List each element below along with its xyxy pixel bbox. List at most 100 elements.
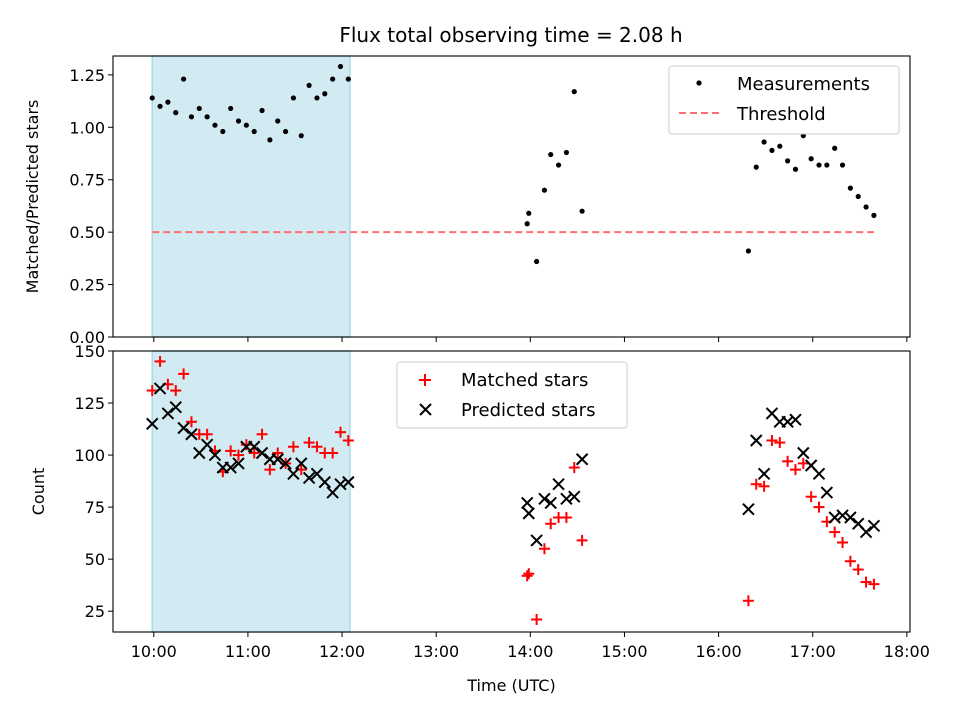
predicted-star-point <box>342 475 355 489</box>
count-panel-x-tick-label: 17:00 <box>790 642 836 661</box>
legend-threshold-label: Threshold <box>736 104 826 125</box>
measurement-point <box>769 147 775 153</box>
matched-star-point <box>742 595 754 607</box>
matched-star-point <box>264 464 276 476</box>
predicted-star-stroke <box>844 511 857 524</box>
predicted-star-point <box>255 446 269 460</box>
predicted-star-point <box>530 534 543 547</box>
predicted-star-point <box>836 509 849 522</box>
predicted-star-stroke <box>575 453 589 466</box>
measurement-point <box>824 162 830 168</box>
legend-matched-marker <box>419 374 431 386</box>
matched-star-point <box>521 570 533 582</box>
matched-star-point <box>248 447 260 459</box>
predicted-star-point <box>820 486 834 499</box>
measurement-point <box>165 99 171 105</box>
ratio-panel-legend: Measurements Threshold <box>668 65 900 135</box>
matched-star-point <box>782 455 794 467</box>
predicted-star-point <box>318 475 332 489</box>
predicted-star-point <box>302 471 316 485</box>
count-panel-legend: Matched stars Predicted stars <box>396 361 628 429</box>
ratio-panel: 0.00 0.25 0.50 0.75 1.00 1.25 Matched/Predict… <box>23 55 911 347</box>
measurement-point <box>228 105 234 112</box>
matched-star-point <box>303 437 315 449</box>
predicted-star-stroke <box>279 457 292 470</box>
measurement-point <box>534 258 540 265</box>
measurement-point <box>816 162 822 168</box>
predicted-star-point <box>271 453 284 466</box>
predicted-star-point <box>185 428 198 441</box>
predicted-star-stroke <box>742 502 755 516</box>
predicted-star-stroke <box>342 475 355 489</box>
predicted-star-stroke <box>828 511 841 524</box>
predicted-star-point <box>789 413 802 426</box>
predicted-star-point <box>169 400 182 414</box>
count-panel-points <box>146 355 881 626</box>
matched-star-point <box>233 449 245 461</box>
count-panel-x-tick-label: 10:00 <box>131 642 177 661</box>
predicted-star-point <box>797 446 810 460</box>
measurement-point <box>524 221 530 227</box>
legend-measurement-marker <box>696 80 702 86</box>
measurement-point <box>275 118 281 124</box>
matched-star-point <box>758 480 770 492</box>
count-panel-y-axis-label: Count <box>29 468 48 516</box>
measurement-point <box>563 149 570 156</box>
matched-star-point <box>523 568 535 580</box>
predicted-star-stroke <box>255 446 269 460</box>
count-panel: 25 50 75 100 125 150 10:00 11:00 12:00 13:00 14:00… <box>29 342 930 695</box>
count-panel-x-tick-label: 11:00 <box>225 642 271 661</box>
measurement-point <box>847 185 853 191</box>
predicted-star-stroke <box>552 478 565 491</box>
matched-star-point <box>287 441 299 453</box>
count-panel-frame <box>112 350 911 633</box>
predicted-star-stroke <box>169 400 182 414</box>
count-panel-y-tick-label: 50 <box>85 550 105 569</box>
matched-star-point <box>868 578 880 590</box>
matched-star-point <box>185 416 197 428</box>
ratio-panel-highlight-layer <box>151 55 351 338</box>
x-axis-label: Time (UTC) <box>466 676 555 695</box>
predicted-star-stroke <box>765 407 779 420</box>
matched-star-point <box>852 564 864 576</box>
predicted-star-stroke <box>804 459 818 472</box>
predicted-star-point <box>568 490 581 503</box>
matched-star-point <box>844 555 856 567</box>
matched-star-point <box>201 428 213 440</box>
predicted-star-point <box>334 478 347 491</box>
predicted-star-stroke <box>544 496 557 510</box>
matched-star-point <box>545 518 557 530</box>
predicted-star-stroke <box>820 486 834 499</box>
matched-star-point <box>750 478 762 490</box>
measurement-point <box>314 95 320 101</box>
predicted-star-point <box>859 525 873 539</box>
count-panel-x-tick-label: 15:00 <box>601 642 647 661</box>
matched-star-point <box>225 445 237 457</box>
matched-star-point <box>272 447 284 459</box>
measurement-point <box>157 103 163 109</box>
measurement-point <box>555 162 562 168</box>
predicted-star-stroke <box>334 478 347 491</box>
ratio-panel-y-tick-label: 1.25 <box>69 66 105 85</box>
measurement-point <box>267 137 273 143</box>
count-panel-x-tick-label: 13:00 <box>413 642 459 661</box>
count-panel-ticks: 25 50 75 100 125 150 10:00 11:00 12:00 13:00 14:00… <box>74 342 929 661</box>
predicted-star-stroke <box>247 440 261 453</box>
ratio-panel-frame <box>112 55 911 338</box>
legend-predicted-marker <box>419 403 432 416</box>
matched-star-point <box>256 428 268 440</box>
measurement-point <box>571 89 577 95</box>
matched-star-point <box>797 457 809 469</box>
predicted-star-point <box>522 507 535 520</box>
measurement-point <box>298 133 304 139</box>
predicted-star-point <box>295 457 308 470</box>
predicted-star-point <box>200 438 214 451</box>
measurement-point <box>777 143 783 149</box>
measurement-point <box>745 248 752 254</box>
predicted-star-stroke <box>789 413 802 426</box>
matched-star-point <box>766 435 778 447</box>
measurement-point <box>188 114 195 120</box>
measurement-point <box>855 193 861 200</box>
ratio-panel-y-axis-label: Matched/Predicted stars <box>23 100 42 294</box>
